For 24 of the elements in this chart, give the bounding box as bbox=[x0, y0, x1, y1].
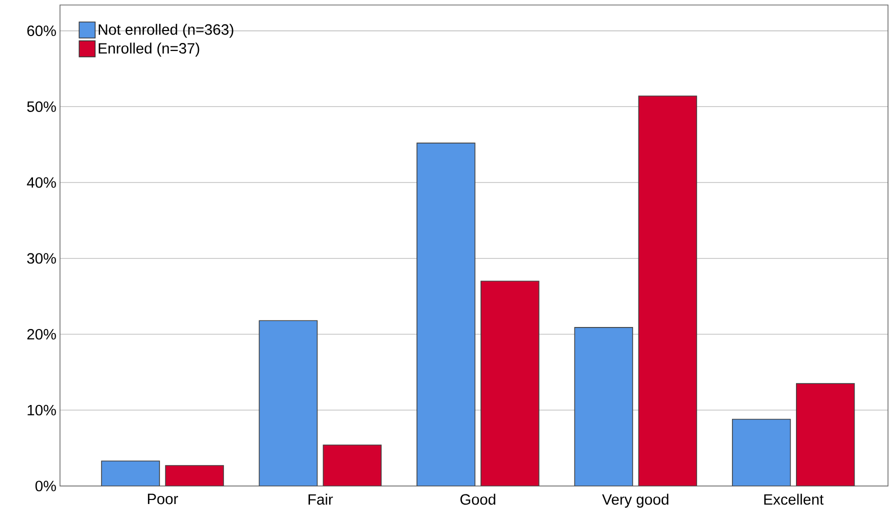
bar bbox=[732, 418, 791, 486]
bar bbox=[480, 281, 539, 486]
x-tick-label: Fair bbox=[308, 494, 333, 505]
bar bbox=[102, 460, 160, 486]
y-tick-label: 30% bbox=[27, 253, 56, 264]
bar bbox=[574, 327, 633, 486]
bar bbox=[166, 466, 224, 486]
x-tick-label: Good bbox=[460, 494, 496, 505]
x-tick-label: Excellent bbox=[764, 494, 824, 505]
y-tick-label: 0% bbox=[35, 480, 56, 492]
x-tick-label: Very good bbox=[602, 494, 668, 508]
x-tick-label: Poor bbox=[148, 494, 178, 504]
legend-label: Not enrolled (n=363) bbox=[98, 24, 234, 38]
bar bbox=[259, 320, 318, 486]
y-tick-label: 60% bbox=[27, 25, 56, 36]
bar bbox=[796, 383, 855, 486]
bar bbox=[638, 96, 697, 486]
y-tick-label: 50% bbox=[27, 101, 56, 112]
y-tick-label: 20% bbox=[27, 328, 56, 340]
y-tick-label: 40% bbox=[26, 177, 56, 188]
y-tick-label: 10% bbox=[28, 404, 56, 416]
bar bbox=[416, 143, 475, 486]
bar bbox=[323, 445, 382, 486]
legend-label: Enrolled (n=37) bbox=[98, 42, 200, 57]
